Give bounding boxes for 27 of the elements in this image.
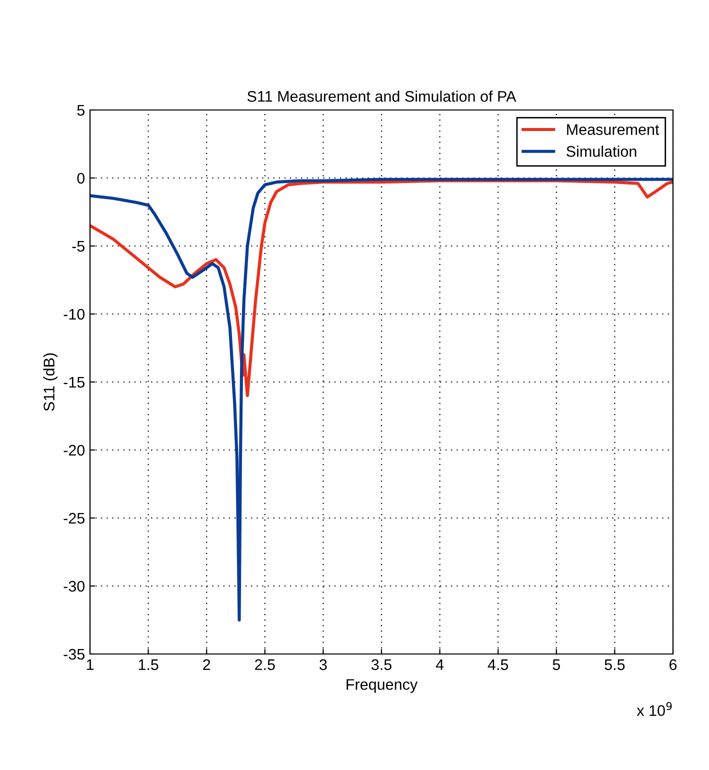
y-tick-label: -10 (64, 308, 85, 320)
x-tick-label: 3 (320, 659, 327, 670)
legend-label: Simulation (566, 146, 636, 157)
line-series (90, 178, 673, 622)
y-tick-label: -20 (64, 444, 85, 456)
y-tick-label: 5 (77, 105, 84, 116)
text: x 10$^{9}$ (636, 702, 672, 716)
y-tick-label: -25 (64, 512, 84, 524)
x-tick-label: 1.5 (138, 659, 158, 670)
y-tick-label: -35 (64, 648, 84, 660)
x-tick-label: 4.5 (488, 659, 508, 670)
x-tick-label: 3.5 (371, 659, 392, 670)
x-tick-label: 2.5 (255, 659, 275, 670)
x-tick-label: 4 (436, 659, 444, 670)
x-tick-label: 2 (203, 659, 210, 670)
legend-label: Measurement (567, 124, 660, 135)
y-axis-title: S11 (dB) (43, 353, 58, 411)
x-tick-label: 1 (86, 659, 94, 670)
chart-title: S11 Measurement and Simulation of PA (247, 90, 516, 102)
y-tick-label: 0 (77, 172, 85, 184)
y-tick-label: -15 (64, 377, 84, 388)
x-tick-label: 6 (670, 659, 677, 670)
x-axis-title: Frequency (346, 679, 418, 693)
x-tick-label: 5.5 (604, 659, 625, 670)
x-tick-label: 5 (552, 659, 560, 670)
y-tick-label: -5 (72, 241, 84, 252)
y-tick-label: -30 (64, 580, 85, 592)
